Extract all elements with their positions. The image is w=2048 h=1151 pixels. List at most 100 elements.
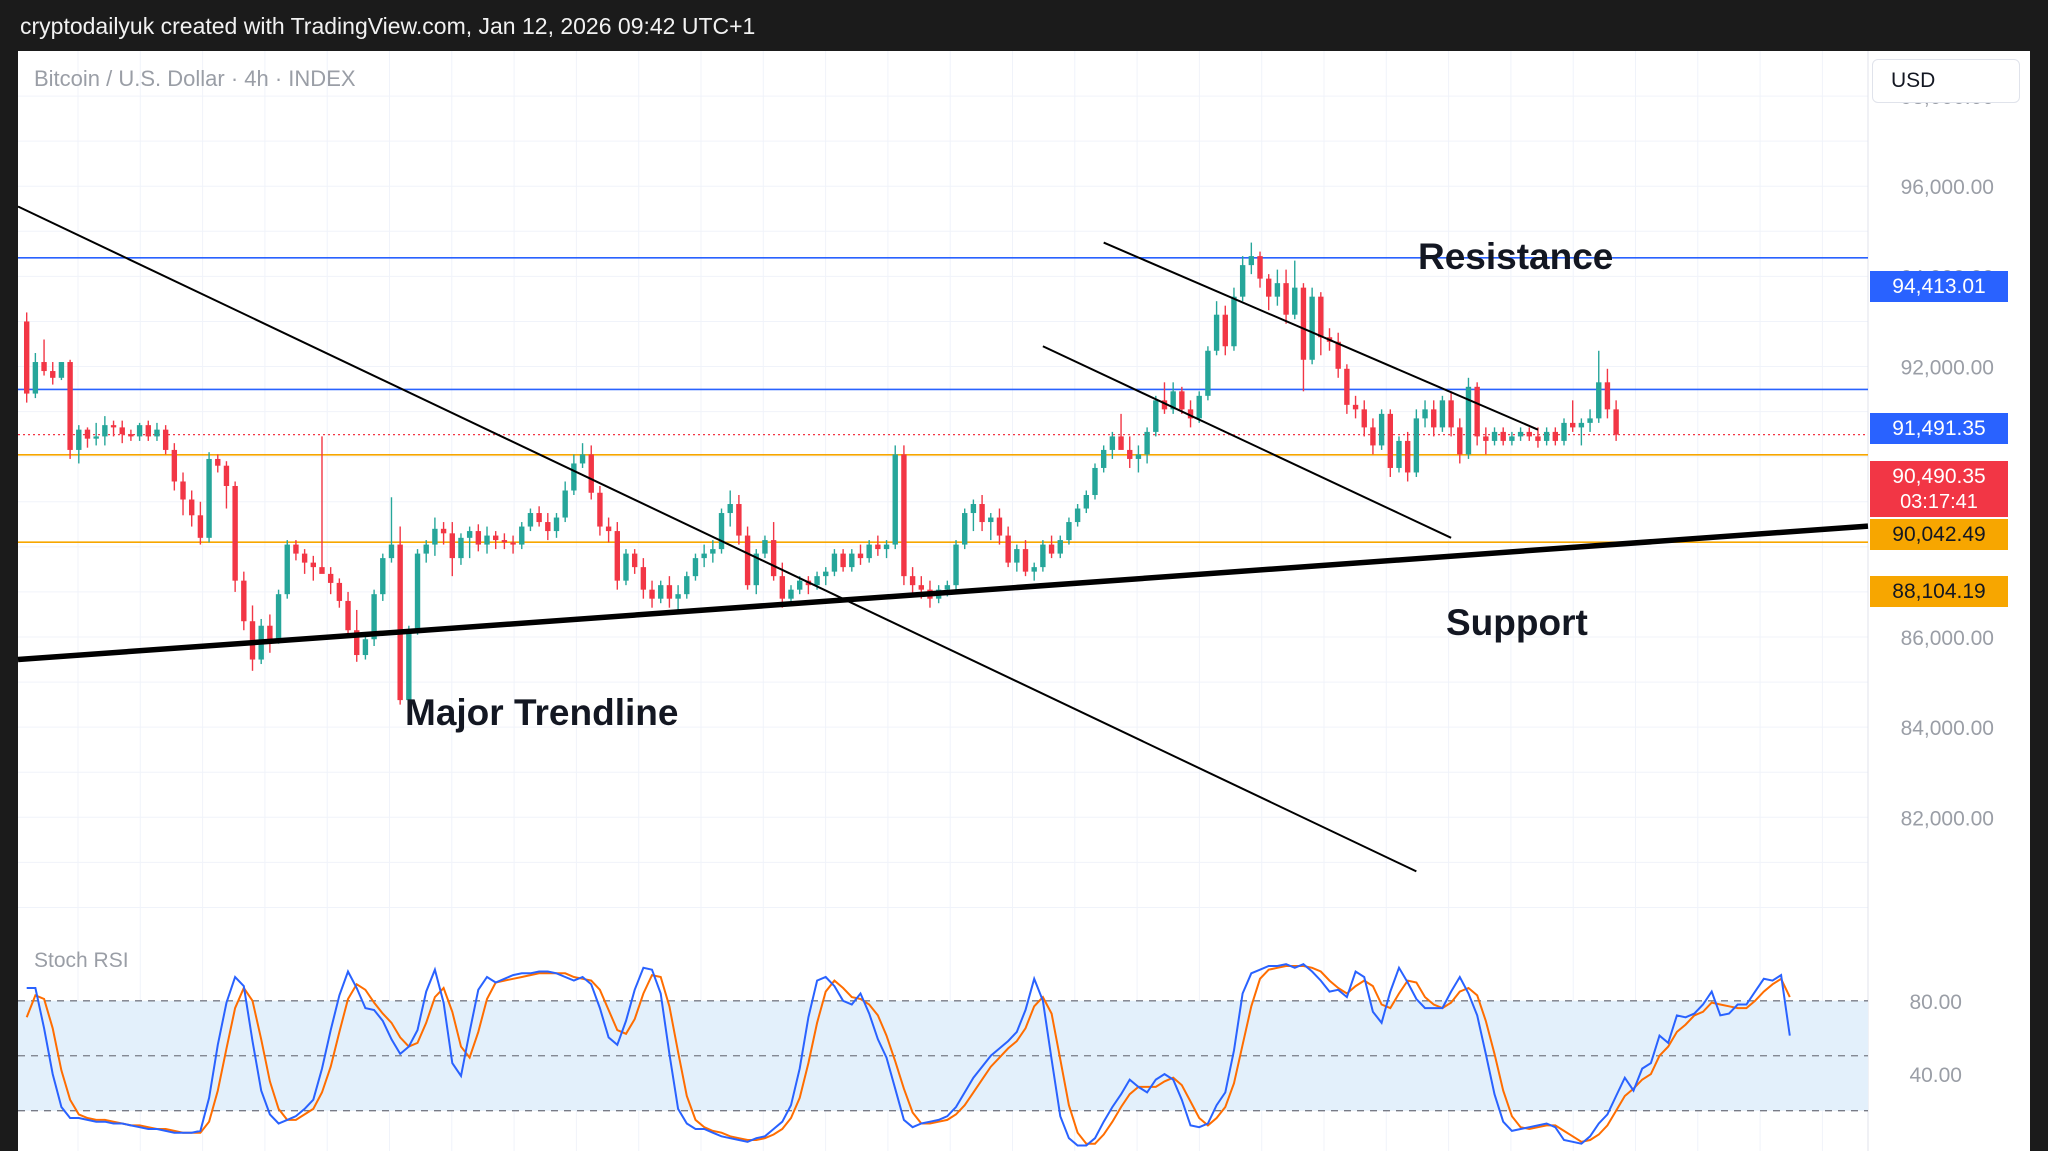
candle xyxy=(545,513,551,541)
candle-body xyxy=(666,585,673,599)
candle xyxy=(536,506,542,527)
candle-body xyxy=(692,558,699,577)
candle-body xyxy=(1352,404,1359,410)
chart-panel[interactable] xyxy=(18,51,2030,1151)
candle xyxy=(189,490,195,527)
candle xyxy=(510,535,516,554)
candle xyxy=(1509,431,1515,446)
candle xyxy=(640,558,647,599)
candle xyxy=(953,540,959,590)
channel-lower-line xyxy=(1042,345,1452,539)
candle-body xyxy=(1248,256,1255,266)
candle-body xyxy=(223,465,230,486)
candle-body xyxy=(901,454,907,577)
candle xyxy=(162,425,169,455)
candle-body xyxy=(1535,436,1541,441)
candle xyxy=(76,425,82,464)
candlestick-series xyxy=(23,242,1619,705)
candle-body xyxy=(1422,409,1428,419)
candle xyxy=(1066,517,1072,545)
candle-body xyxy=(180,481,186,500)
symbol-title: Bitcoin / U.S. Dollar · 4h · INDEX xyxy=(34,66,356,91)
candle-body xyxy=(1144,431,1150,455)
candle-body xyxy=(154,429,160,437)
candle-body xyxy=(1552,431,1559,441)
candle xyxy=(466,526,473,559)
candle xyxy=(1057,535,1063,559)
candle xyxy=(588,445,594,500)
candle-body xyxy=(466,531,473,538)
candle xyxy=(1335,332,1341,378)
candle-body xyxy=(1613,409,1619,435)
candle-body xyxy=(536,513,542,523)
candle-body xyxy=(605,526,612,532)
candle xyxy=(823,567,829,586)
candle xyxy=(458,533,464,565)
candle xyxy=(631,549,638,574)
attribution-text: cryptodailyuk created with TradingView.c… xyxy=(20,13,756,39)
candle-body xyxy=(119,427,125,435)
candle-body xyxy=(1561,422,1567,441)
candle xyxy=(1014,544,1020,572)
candle-body xyxy=(1014,549,1020,563)
candle xyxy=(597,485,603,536)
stoch-axis-label: 80.00 xyxy=(1909,991,1962,1014)
candle-body xyxy=(362,639,369,656)
candle xyxy=(605,517,612,543)
candle xyxy=(831,549,838,577)
price-tag-90042: 90,042.49 xyxy=(1870,519,2008,550)
candle xyxy=(1135,445,1142,473)
candle xyxy=(1266,274,1272,311)
candle xyxy=(970,499,977,532)
candle xyxy=(909,567,916,595)
candle xyxy=(223,461,230,509)
candle xyxy=(50,362,56,385)
candle-body xyxy=(1413,418,1420,473)
candle xyxy=(1439,395,1446,432)
candle xyxy=(432,517,438,556)
candle xyxy=(336,578,343,608)
candle-body xyxy=(319,567,325,574)
candle-body xyxy=(1596,382,1602,419)
candle-body xyxy=(1266,278,1272,297)
candle xyxy=(710,540,716,563)
candle-body xyxy=(623,553,629,581)
currency-button[interactable]: USD xyxy=(1872,59,2020,103)
candle xyxy=(1413,409,1420,477)
candle xyxy=(32,353,39,399)
candle xyxy=(388,497,395,563)
candle xyxy=(1474,382,1480,446)
candle xyxy=(1448,391,1454,437)
candle-body xyxy=(1448,400,1454,428)
candle xyxy=(241,571,247,631)
candle-body xyxy=(762,540,768,554)
indicator-title[interactable]: Stoch RSI xyxy=(34,949,129,972)
candle-body xyxy=(796,580,803,590)
candle xyxy=(1144,427,1150,464)
candle xyxy=(1118,413,1124,450)
candle xyxy=(1074,504,1081,527)
candle-body xyxy=(1474,386,1480,437)
candle xyxy=(284,540,290,599)
candle xyxy=(275,589,282,644)
candle xyxy=(1239,256,1246,302)
candle-body xyxy=(1378,413,1385,446)
candle xyxy=(1543,427,1550,446)
candle xyxy=(1222,305,1228,356)
candle-body xyxy=(1222,314,1228,347)
candle xyxy=(658,580,664,604)
price-tag-91491: 91,491.35 xyxy=(1870,413,2008,444)
candle-body xyxy=(1431,409,1437,428)
candle xyxy=(1370,418,1376,455)
candle-body xyxy=(571,463,577,491)
candle xyxy=(406,625,412,705)
candle-body xyxy=(440,528,447,534)
candle xyxy=(553,513,560,538)
candle xyxy=(1500,427,1506,446)
candle-body xyxy=(684,576,690,595)
major-trendline-line xyxy=(17,523,1869,663)
candle xyxy=(840,549,846,572)
candle-body xyxy=(875,544,881,550)
candle xyxy=(310,555,316,581)
